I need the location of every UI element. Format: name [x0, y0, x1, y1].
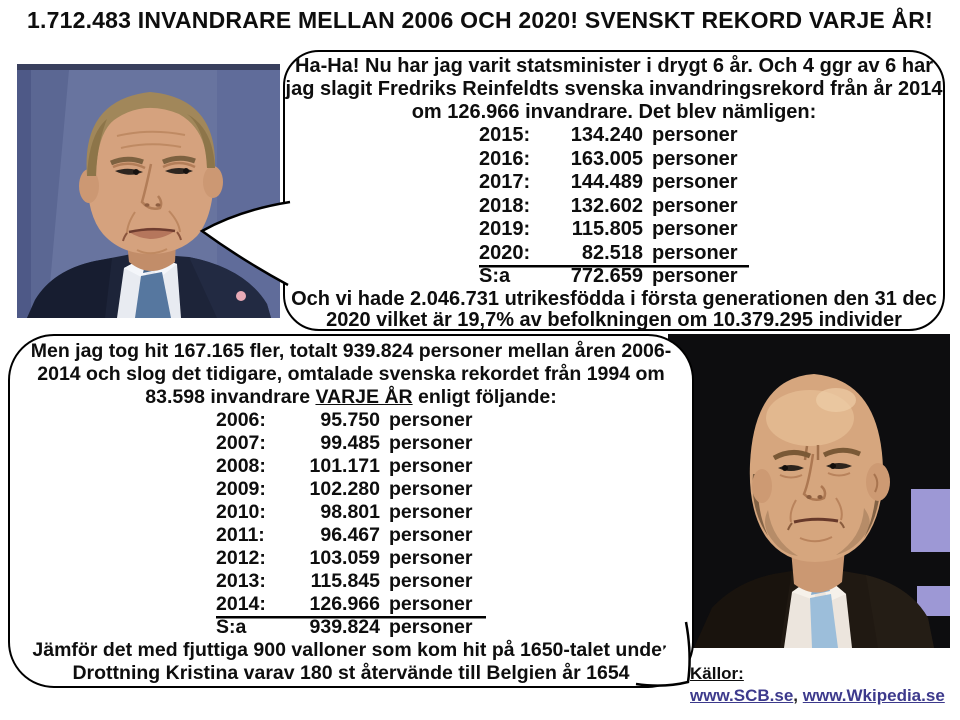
immigration-table-2015-2020: 2015: 134.240 personer 2016: 163.005 personer… [479, 124, 749, 289]
lofven-portrait-illustration [17, 64, 280, 318]
table-cell-unit: personer [652, 124, 738, 146]
table-cell-unit: personer [389, 455, 473, 477]
table-cell-year: 2014: [216, 593, 266, 615]
bubble2-intro-text: Men jag tog hit 167.165 fler, totalt 939… [10, 340, 692, 409]
table-row: 2016: 163.005 personer [479, 148, 749, 172]
photo-stefan-lofven [17, 64, 280, 318]
table-row: 2010: 98.801 personer [216, 501, 486, 524]
table-cell-value: 102.280 [309, 478, 381, 500]
table-cell-unit: personer [652, 194, 738, 217]
table-cell-year: S:a [479, 265, 511, 287]
table-row: 2006: 95.750 personer [216, 409, 486, 432]
table-row: 2013: 115.845 personer [216, 570, 486, 593]
table-row: 2018: 132.602 personer [479, 195, 749, 219]
link-wikipedia[interactable]: www.Wkipedia.se [802, 686, 945, 705]
bubble2-outro-text: Jämför det med fjuttiga 900 valloner som… [32, 639, 670, 684]
bubble2-intro-part2: enligt följande: [412, 386, 557, 408]
table-row: 2012: 103.059 personer [216, 547, 486, 570]
table-cell-value: 939.824 [309, 616, 381, 638]
link-scb[interactable]: www.SCB.se [690, 686, 794, 705]
table-cell-unit: personer [652, 218, 738, 240]
table-row: 2017: 144.489 personer [479, 171, 749, 195]
table-cell-unit: personer [652, 171, 738, 193]
table-cell-value: 115.845 [310, 570, 380, 592]
links-separator: , [793, 686, 803, 705]
bubble1-outro-text: Och vi hade 2.046.731 utrikesfödda i för… [291, 287, 937, 331]
bubble2-intro-part1: Men jag tog hit 167.165 fler, totalt 939… [30, 340, 672, 408]
table-cell-value: 772.659 [570, 265, 643, 287]
table-cell-unit: personer [389, 478, 473, 500]
speech-bubble-tail-left [199, 200, 291, 287]
table-cell-unit: personer [652, 265, 738, 287]
table-cell-value: 98.801 [320, 501, 380, 523]
table-row: 2020: 82.518 personer [479, 242, 749, 266]
table-cell-value: 95.750 [320, 409, 380, 431]
table-row: 2014: 126.966 personer [216, 593, 486, 616]
speech-bubble-lofven: Ha-Ha! Nu har jag varit statsminister i … [283, 50, 945, 331]
table-row: 2011: 96.467 personer [216, 524, 486, 547]
sources-links: www.SCB.se, www.Wkipedia.se [690, 685, 945, 707]
table-cell-year: 2007: [216, 432, 266, 454]
table-cell-year: 2017: [479, 171, 531, 193]
table-cell-year: 2016: [479, 147, 531, 170]
table-row: S:a 939.824 personer [216, 616, 486, 639]
table-cell-unit: personer [389, 616, 473, 638]
table-row: 2009: 102.280 personer [216, 478, 486, 501]
table-cell-value: 163.005 [570, 147, 643, 170]
bubble1-intro-text: Ha-Ha! Nu har jag varit statsminister i … [285, 55, 943, 123]
table-cell-unit: personer [652, 147, 738, 170]
table-cell-unit: personer [389, 432, 473, 454]
page-title: 1.712.483 INVANDRARE MELLAN 2006 OCH 202… [27, 7, 933, 33]
table-cell-year: 2008: [216, 455, 266, 477]
table-cell-year: 2019: [479, 218, 531, 240]
reinfeldt-portrait-illustration [668, 334, 950, 648]
table-cell-value: 115.805 [571, 218, 643, 240]
table-cell-unit: personer [389, 501, 473, 523]
sources-label: Källor: [690, 664, 744, 683]
table-cell-unit: personer [652, 241, 738, 264]
table-cell-value: 144.489 [570, 171, 643, 193]
photo-fredrik-reinfeldt [668, 334, 950, 648]
table-row: 2015: 134.240 personer [479, 124, 749, 148]
table-cell-value: 132.602 [570, 194, 643, 217]
table-row: 2019: 115.805 personer [479, 218, 749, 242]
table-cell-year: S:a [216, 616, 247, 638]
table-row: S:a 772.659 personer [479, 265, 749, 289]
underlined-phrase-varje-ar: VARJE ÅR [315, 386, 413, 408]
table-cell-year: 2020: [479, 241, 531, 264]
table-cell-year: 2010: [216, 501, 266, 523]
table-cell-year: 2018: [479, 194, 531, 217]
table-cell-unit: personer [389, 570, 473, 592]
table-cell-value: 134.240 [570, 124, 643, 146]
sources-block: Källor: www.SCB.se, www.Wkipedia.se [690, 663, 945, 707]
table-cell-year: 2013: [216, 570, 266, 592]
table-row: 2008: 101.171 personer [216, 455, 486, 478]
table-cell-year: 2012: [216, 547, 266, 569]
table-cell-value: 103.059 [309, 547, 381, 569]
speech-bubble-reinfeldt: Men jag tog hit 167.165 fler, totalt 939… [8, 334, 694, 688]
table-cell-unit: personer [389, 524, 473, 546]
table-cell-value: 96.467 [320, 524, 380, 546]
table-row: 2007: 99.485 personer [216, 432, 486, 455]
table-cell-value: 99.485 [320, 432, 380, 454]
table-cell-year: 2011: [216, 524, 265, 546]
table-cell-year: 2009: [216, 478, 266, 500]
table-cell-unit: personer [389, 409, 473, 431]
table-cell-value: 126.966 [309, 593, 381, 615]
table-cell-year: 2006: [216, 409, 266, 431]
speech-bubble-tail-right [635, 621, 691, 687]
table-cell-value: 101.171 [309, 455, 381, 477]
immigration-table-2006-2014: 2006: 95.750 personer 2007: 99.485 personer 20… [216, 409, 486, 639]
table-cell-unit: personer [389, 593, 473, 615]
table-cell-unit: personer [389, 547, 473, 569]
table-cell-year: 2015: [479, 124, 531, 146]
table-cell-value: 82.518 [581, 241, 643, 264]
